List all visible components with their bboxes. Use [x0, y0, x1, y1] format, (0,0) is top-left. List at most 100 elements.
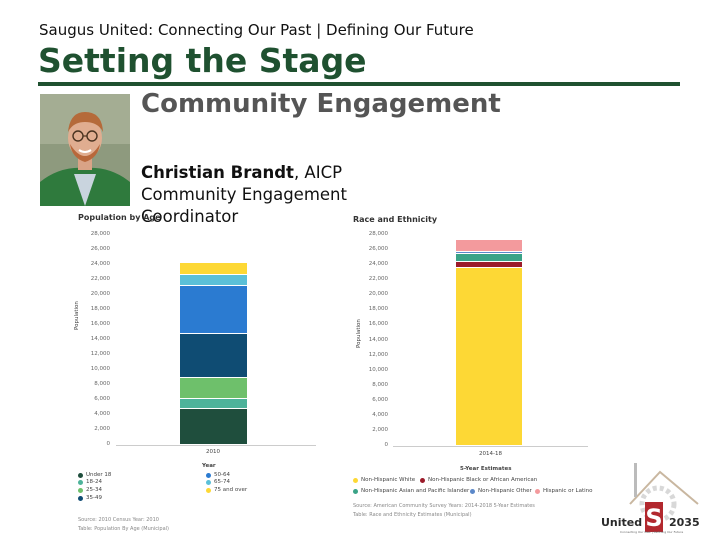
legend-label: Under 18 [86, 472, 112, 478]
bar-segment-non-hispanic-asian-and-pacific-islander [456, 253, 522, 262]
age-chart-title: Population by Age [78, 213, 161, 222]
legend-item: 65-74 [206, 479, 230, 485]
bar-segment-50-64 [180, 286, 247, 333]
legend-swatch [353, 477, 358, 483]
legend-swatch [78, 487, 83, 493]
legend-swatch [420, 477, 425, 483]
bar-segment-non-hispanic-other [456, 251, 522, 253]
y-tick-label: 16,000 [90, 321, 110, 327]
legend-label: Non-Hispanic White [361, 477, 416, 483]
legend-item: 35-49 [78, 495, 102, 501]
person-credential: , AICP [293, 163, 343, 182]
bar-segment-hispanic-or-latino [456, 240, 522, 251]
legend-label: Hispanic or Latino [543, 488, 593, 494]
y-tick-label: 26,000 [368, 246, 388, 253]
y-tick-label: 4,000 [94, 411, 110, 417]
legend-swatch [206, 472, 211, 478]
saugus-united-2035-logo: S United 2035 Connecting Our Past | Defi… [600, 460, 710, 535]
age-source-line1: Source: 2010 Census Year: 2010 [78, 517, 159, 523]
legend-item: Non-Hispanic Black or African American [420, 477, 537, 483]
y-tick-label: 24,000 [90, 261, 110, 267]
title-divider [38, 82, 680, 86]
y-tick-label: 28,000 [368, 231, 388, 237]
y-tick-label: 8,000 [372, 381, 388, 388]
legend-item: Hispanic or Latino [535, 488, 593, 494]
legend-label: Non-Hispanic Black or African American [428, 477, 538, 483]
legend-item: 75 and over [206, 487, 247, 493]
y-tick-label: 6,000 [372, 396, 388, 403]
bar-segment-under-18 [180, 409, 247, 444]
race-source-line2: Table: Race and Ethnicity Estimates (Mun… [353, 512, 472, 518]
y-tick-label: 20,000 [90, 291, 110, 297]
y-tick-label: 6,000 [94, 396, 110, 402]
legend-label: 25-34 [86, 487, 102, 493]
legend-label: 65-74 [214, 479, 230, 485]
bar-segment-75-and-over [180, 262, 247, 274]
race-source-line1: Source: American Community Survey Years:… [353, 503, 535, 509]
person-name: Christian Brandt [141, 163, 294, 182]
x-axis-line [393, 446, 588, 447]
y-tick-label: 14,000 [90, 336, 110, 342]
y-tick-label: 10,000 [90, 366, 110, 372]
y-tick-label: 0 [106, 441, 111, 447]
person-role-line1: Community Engagement [141, 185, 347, 204]
logo-word-right: 2035 [669, 516, 700, 529]
logo-letter: S [645, 504, 662, 532]
bar-segment-non-hispanic-white [456, 268, 522, 445]
legend-label: 75 and over [214, 487, 248, 493]
legend-item: 25-34 [78, 487, 102, 493]
person-role-line2: Coordinator [141, 207, 239, 226]
presentation-subtitle: Saugus United: Connecting Our Past | Def… [39, 21, 474, 39]
race-chart-title: Race and Ethnicity [353, 215, 438, 224]
y-tick-label: 0 [384, 442, 389, 448]
bar-segment-25-34 [180, 378, 247, 399]
legend-label: Non-Hispanic Other [478, 488, 532, 494]
legend-swatch [470, 488, 475, 494]
bar-segment-65-74 [180, 274, 247, 285]
legend-item: 18-24 [78, 479, 102, 485]
race-legend-heading: 5-Year Estimates [460, 466, 512, 472]
y-tick-label: 24,000 [368, 261, 388, 268]
legend-item: Non-Hispanic Other [470, 488, 532, 494]
legend-swatch [78, 479, 83, 485]
y-tick-label: 12,000 [90, 351, 110, 357]
y-tick-label: 10,000 [368, 366, 388, 373]
y-tick-label: 12,000 [368, 351, 388, 358]
y-tick-label: 2,000 [94, 426, 110, 432]
x-axis-line [116, 445, 316, 446]
legend-swatch [78, 495, 83, 501]
legend-item: Non-Hispanic Asian and Pacific Islander [353, 488, 469, 494]
bar-segment-non-hispanic-black-or-african-american [456, 262, 522, 268]
y-tick-label: 28,000 [90, 231, 110, 237]
y-tick-label: 22,000 [90, 276, 110, 282]
y-tick-label: 20,000 [368, 291, 388, 298]
age-source-line2: Table: Population By Age (Municipal) [78, 526, 170, 532]
legend-swatch [78, 472, 83, 478]
logo-tagline: Connecting Our Past | Defining Our Futur… [620, 530, 683, 534]
portrait-photo [40, 94, 130, 206]
slide-title: Setting the Stage [38, 41, 367, 80]
y-tick-label: 4,000 [372, 411, 388, 418]
y-tick-label: 18,000 [368, 306, 388, 313]
legend-item: 50-64 [206, 472, 230, 478]
legend-swatch [353, 488, 358, 494]
legend-label: 18-24 [86, 479, 102, 485]
legend-label: 35-49 [86, 495, 102, 501]
bar-segment-18-24 [180, 399, 247, 408]
legend-swatch [535, 488, 540, 494]
y-tick-label: 2,000 [372, 426, 388, 433]
age-legend-heading: Year [202, 463, 216, 469]
y-tick-label: 8,000 [94, 381, 110, 387]
section-heading: Community Engagement [141, 89, 501, 119]
y-tick-label: 26,000 [90, 246, 110, 252]
legend-label: 50-64 [214, 472, 230, 478]
legend-swatch [206, 487, 211, 493]
logo-word-left: United [601, 516, 642, 529]
legend-item: Under 18 [78, 472, 111, 478]
race-chart-x-label: 2014-18 [479, 451, 502, 457]
legend-item: Non-Hispanic White [353, 477, 415, 483]
age-chart-x-label: 2010 [206, 449, 220, 455]
y-tick-label: 14,000 [368, 336, 388, 343]
y-tick-label: 16,000 [368, 321, 388, 328]
person-info: Christian Brandt, AICP Community Engagem… [141, 162, 347, 228]
